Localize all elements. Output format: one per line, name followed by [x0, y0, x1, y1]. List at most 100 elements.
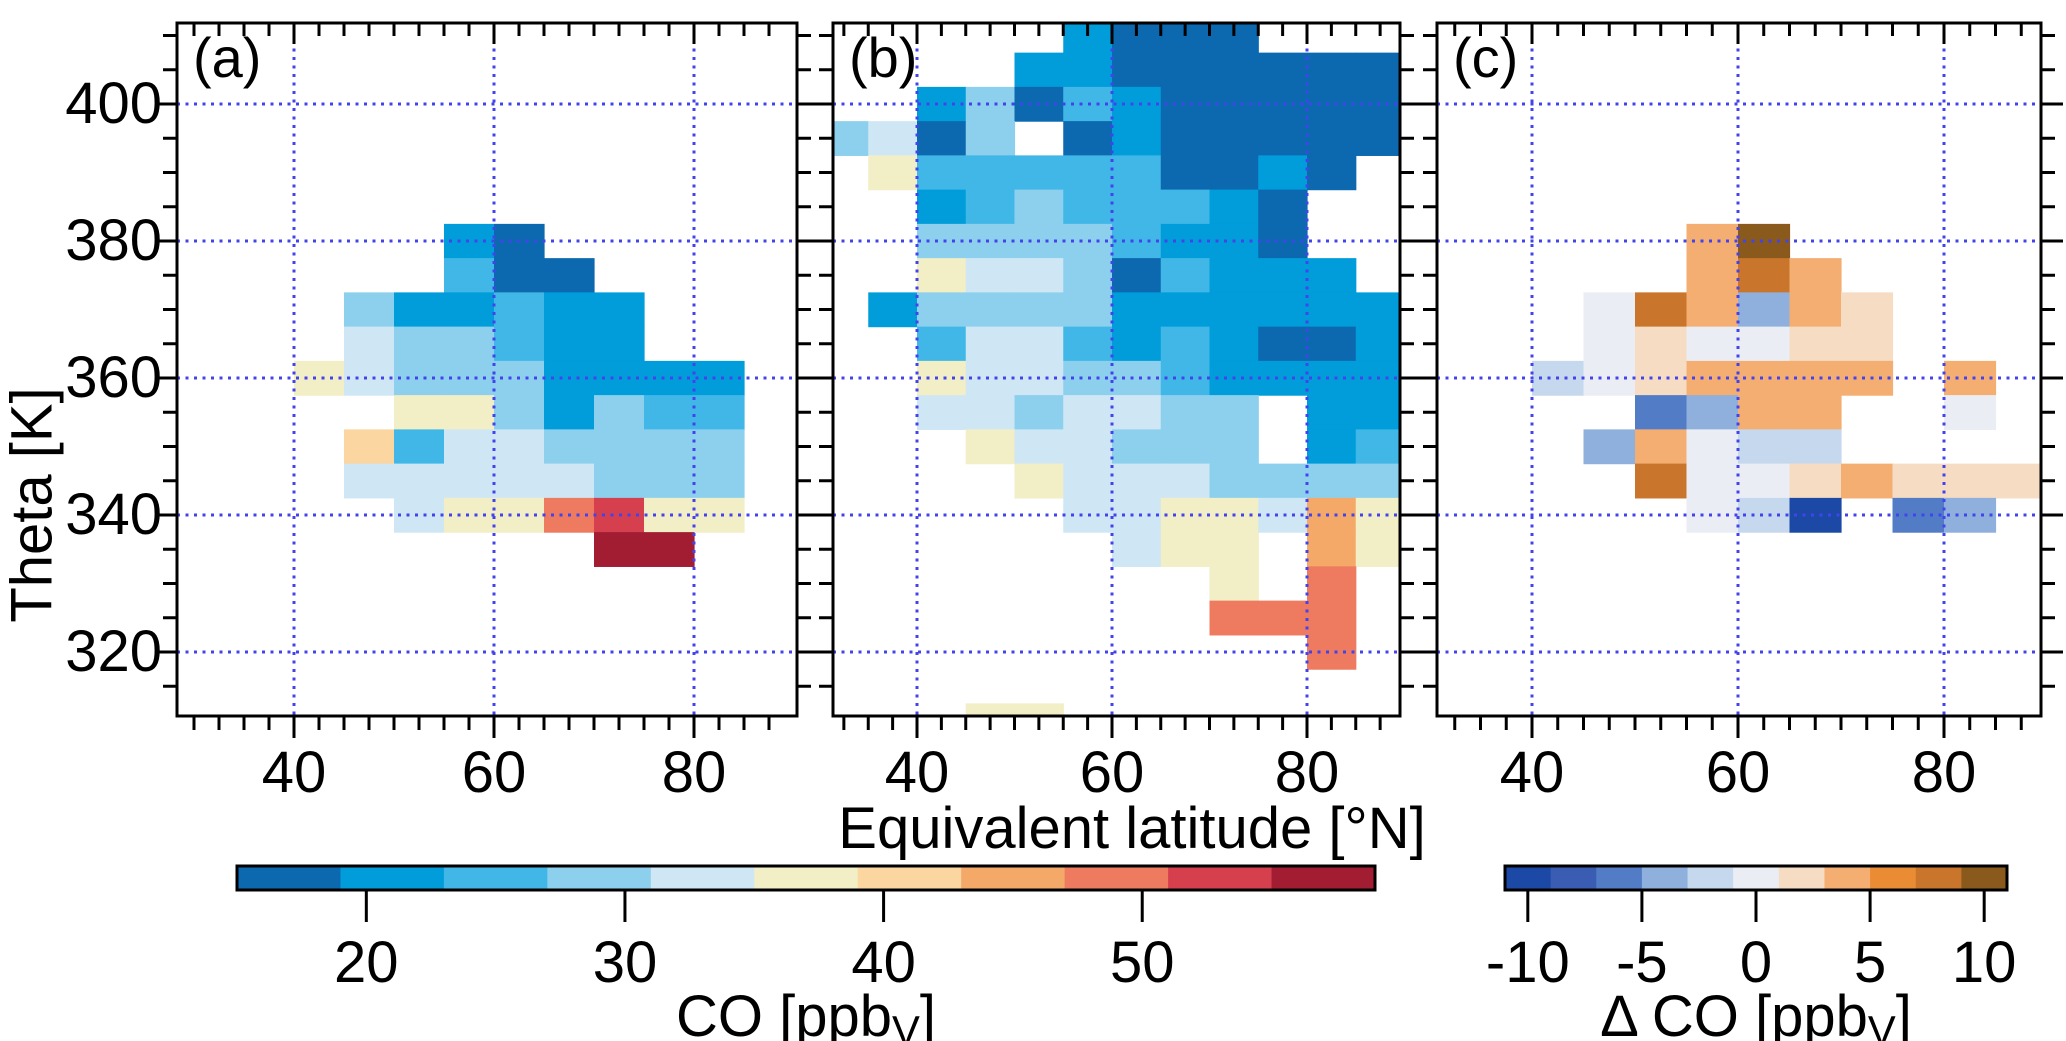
- heatmap-cell: [1160, 429, 1211, 465]
- heatmap-cell: [1686, 463, 1739, 499]
- heatmap-cell: [1355, 86, 1400, 122]
- colorbar-segment: [1064, 866, 1169, 890]
- heatmap-cell: [344, 360, 395, 396]
- colorbar-segment: [754, 866, 859, 890]
- heatmap-cell: [1635, 292, 1688, 328]
- heatmap-cell: [1355, 52, 1400, 88]
- heatmap-cell: [1686, 497, 1739, 533]
- axis-ticks: [155, 23, 819, 738]
- heatmap-cell: [1160, 223, 1211, 259]
- heatmap-cell: [1112, 86, 1162, 122]
- heatmap-cell: [694, 429, 745, 465]
- heatmap-cell: [1789, 360, 1842, 396]
- heatmap-cell: [1014, 189, 1064, 225]
- heatmap-cell: [494, 292, 545, 328]
- heatmap-cell: [1789, 463, 1842, 499]
- heatmap-cell: [1160, 395, 1211, 430]
- heatmap-cell: [965, 258, 1016, 293]
- heatmap-cell: [965, 223, 1016, 259]
- heatmap-cell: [344, 429, 395, 465]
- heatmap-cell: [1686, 360, 1739, 396]
- colorbar-tick-label: 30: [592, 930, 658, 995]
- y-tick-label: 360: [65, 345, 162, 410]
- heatmap-cell: [344, 463, 395, 499]
- heatmap-cell: [1789, 326, 1842, 362]
- y-tick-label: 400: [65, 71, 162, 136]
- heatmap-cell: [965, 155, 1016, 191]
- heatmap-cell: [1063, 189, 1113, 225]
- heatmap-cell: [1258, 360, 1308, 396]
- heatmap-cell: [965, 189, 1016, 225]
- heatmap-cell: [1307, 121, 1357, 156]
- heatmap-cell: [1686, 326, 1739, 362]
- colorbar-segment: [1505, 866, 1552, 890]
- heatmap-cell: [1307, 395, 1357, 430]
- heatmap-cell: [1209, 532, 1259, 567]
- heatmap-cell: [1112, 121, 1162, 156]
- heatmap-cell: [917, 360, 967, 396]
- heatmap-cell: [594, 463, 645, 499]
- heatmap-cell: [1063, 155, 1113, 191]
- heatmap-cell: [917, 223, 967, 259]
- x-tick-label: 60: [1705, 740, 1771, 805]
- panel-label: (c): [1453, 26, 1519, 89]
- heatmap-cell: [1307, 600, 1357, 636]
- heatmap-cell: [1686, 395, 1739, 430]
- heatmap-cell: [1112, 463, 1162, 499]
- heatmap-cell: [965, 326, 1016, 362]
- colorbar-frame: [235, 864, 1377, 892]
- colorbar-segment: [547, 866, 652, 890]
- heatmap-cell: [1583, 326, 1636, 362]
- heatmap-cell: [868, 121, 918, 156]
- heatmap-cell: [444, 292, 495, 328]
- heatmap-cell: [444, 258, 495, 293]
- heatmap-cell: [868, 292, 918, 328]
- heatmap-cell: [644, 395, 695, 430]
- colorbar-segment: [1733, 866, 1780, 890]
- heatmap-cell: [1014, 292, 1064, 328]
- heatmap-cell: [1583, 292, 1636, 328]
- heatmap-cell: [1112, 429, 1162, 465]
- heatmap-cell: [1258, 258, 1308, 293]
- heatmap-cell: [694, 395, 745, 430]
- heatmap-cell: [1258, 155, 1308, 191]
- heatmap-cell: [494, 258, 545, 293]
- heatmap-cell: [1355, 292, 1400, 328]
- heatmap-cell: [1841, 463, 1894, 499]
- heatmap-cell: [1014, 463, 1064, 499]
- heatmap-cell: [1258, 189, 1308, 225]
- heatmap-cell: [544, 292, 595, 328]
- heatmap-cell: [1635, 395, 1688, 430]
- axis-ticks: [1415, 23, 2063, 738]
- heatmap-cell: [1014, 703, 1064, 716]
- heatmap-cell: [1209, 258, 1259, 293]
- heatmap-cell: [1209, 121, 1259, 156]
- colorbar-tick-label: -5: [1616, 930, 1668, 995]
- heatmap-cell: [1112, 52, 1162, 88]
- heatmap-cell: [644, 463, 695, 499]
- heatmap-cell: [1160, 326, 1211, 362]
- heatmap-cell: [1160, 360, 1211, 396]
- heatmap-cell: [694, 360, 745, 396]
- heatmap-cell: [594, 292, 645, 328]
- panel-a-cells: [294, 223, 745, 567]
- heatmap-cell: [1209, 566, 1259, 602]
- heatmap-cell: [1738, 395, 1791, 430]
- colorbar-segment: [340, 866, 445, 890]
- heatmap-cell: [394, 360, 445, 396]
- heatmap-cell: [1112, 532, 1162, 567]
- heatmap-cell: [1209, 395, 1259, 430]
- heatmap-cell: [1112, 326, 1162, 362]
- axis-ticks: [811, 23, 1422, 738]
- heatmap-cell: [1063, 292, 1113, 328]
- y-tick-label: 380: [65, 208, 162, 273]
- heatmap-cell: [1355, 429, 1400, 465]
- colorbar-segment: [857, 866, 962, 890]
- heatmap-cell: [868, 155, 918, 191]
- heatmap-cell: [644, 429, 695, 465]
- y-axis-title: Theta [K]: [0, 387, 65, 623]
- heatmap-cell: [1892, 497, 1945, 533]
- colorbar-segment: [1915, 866, 1962, 890]
- colorbar-segment: [443, 866, 548, 890]
- gridlines: [177, 23, 797, 716]
